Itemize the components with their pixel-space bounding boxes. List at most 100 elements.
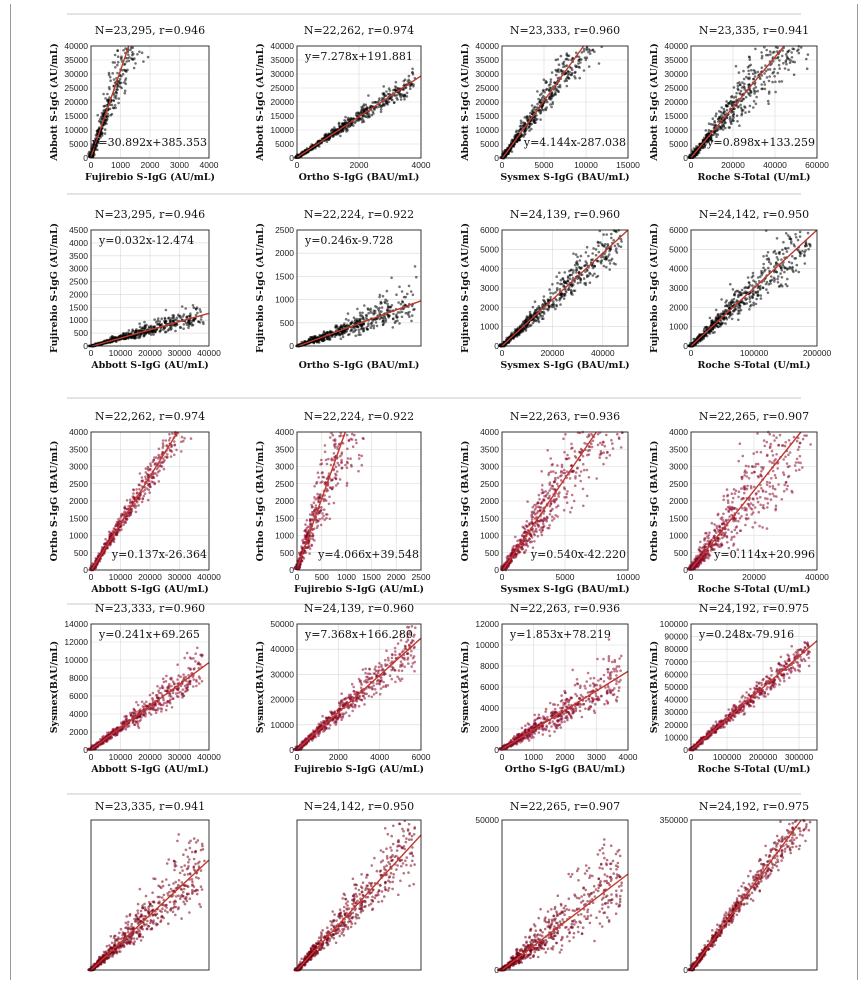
data-point [529,323,533,327]
regression-equation: y=7.278x+191.881 [304,50,413,63]
data-point [704,129,708,132]
data-point [122,49,125,52]
data-point [395,86,398,89]
y-tick-label: 40000 [475,41,499,51]
data-point [412,85,415,88]
data-point [597,244,600,248]
data-point [774,90,777,94]
data-point [540,317,544,321]
data-point [519,119,523,123]
data-point [528,310,532,314]
data-point [751,284,754,287]
data-point [386,304,390,308]
data-point [158,323,161,326]
data-point [346,312,350,315]
data-point [136,53,139,56]
data-point [593,265,596,268]
data-point [740,288,744,292]
data-point [373,108,376,111]
data-point [135,328,138,331]
data-point [546,299,550,302]
data-point [591,258,594,261]
data-point [143,320,146,324]
y-tick-label: 0 [83,341,88,351]
data-point [116,88,119,91]
data-point [609,247,612,251]
data-point [749,305,752,308]
data-point [735,114,739,117]
data-point [583,264,586,268]
y-tick-label: 500 [280,318,294,328]
data-point [405,95,409,98]
data-point [594,248,598,251]
data-point [748,295,752,299]
x-tick-label: 20000 [721,160,745,170]
data-point [744,95,748,99]
data-point [116,71,119,75]
data-point [138,322,141,326]
data-point [776,56,779,60]
data-point [561,277,565,280]
data-point [550,71,554,74]
data-point [409,290,413,293]
data-point [770,275,773,278]
data-point [579,254,583,258]
data-point [398,93,402,97]
data-point [783,270,786,274]
data-point [333,126,336,129]
data-point [796,49,799,53]
data-point [742,77,746,81]
data-point [747,83,750,87]
data-point [578,259,582,262]
data-point [592,247,595,250]
data-point [334,324,338,327]
data-point [794,257,798,260]
data-point [527,126,530,130]
data-point [777,285,781,288]
data-point [541,314,544,318]
x-axis-label: Sysmex S-IgG (BAU/mL) [500,172,629,183]
data-point [102,114,105,117]
data-point [771,51,775,54]
data-point [182,327,185,331]
data-point [558,288,562,291]
data-point [759,294,763,297]
x-tick-label: 100000 [740,348,769,358]
y-tick-label: 25000 [270,83,294,93]
data-point [762,266,765,270]
data-point [718,110,721,113]
data-point [754,102,758,106]
x-axis-label: Ortho S-IgG (BAU/mL) [299,360,420,371]
data-point [778,59,781,62]
data-point [127,53,130,57]
data-point [570,284,573,287]
data-point [790,56,794,59]
point-cloud [295,265,418,348]
data-point [564,58,568,61]
data-point [106,98,109,102]
y-tick-label: 25000 [64,83,88,93]
x-tick-label: 15000 [616,160,640,170]
data-point [543,300,547,304]
data-point [756,293,760,297]
data-point [159,328,163,332]
data-point [608,268,611,271]
data-point [798,254,802,258]
data-point [323,133,327,137]
y-tick-label: 500 [74,328,88,338]
data-point [763,72,766,75]
data-point [411,67,414,71]
data-point [721,128,725,131]
data-point [337,124,341,128]
data-point [711,117,715,120]
data-point [533,300,537,304]
y-tick-label: 2500 [69,277,88,287]
data-point [408,310,411,314]
data-point [710,329,713,333]
data-point [534,121,537,124]
data-point [96,113,99,117]
data-point [587,254,590,258]
data-point [568,277,572,281]
data-point [112,99,115,102]
data-point [401,93,404,96]
